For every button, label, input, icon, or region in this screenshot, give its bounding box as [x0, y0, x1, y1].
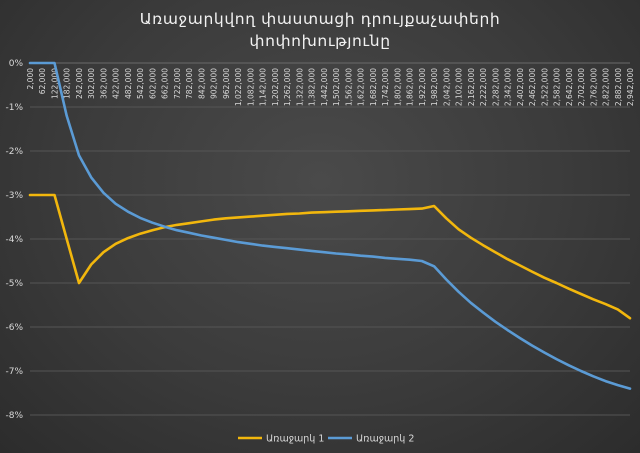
x-tick-label: 1,022,000	[234, 68, 243, 106]
x-tick-label: 2,882,000	[614, 68, 623, 106]
y-tick-label: -1%	[5, 103, 23, 113]
y-tick-label: -3%	[5, 191, 23, 201]
x-tick-label: 1,322,000	[295, 68, 304, 106]
x-tick-label: 662,000	[161, 68, 170, 99]
x-tick-label: 602,000	[148, 68, 157, 99]
legend-label-1: Առաջարկ 1	[266, 434, 324, 445]
legend-label-2: Առաջարկ 2	[356, 434, 414, 445]
x-tick-label: 2,582,000	[553, 68, 562, 106]
x-tick-label: 1,202,000	[271, 68, 280, 106]
x-tick-label: 902,000	[210, 68, 219, 99]
x-tick-label: 2,702,000	[577, 68, 586, 106]
x-tick-label: 2,162,000	[467, 68, 476, 106]
x-tick-label: 1,682,000	[369, 68, 378, 106]
x-tick-label: 2,282,000	[491, 68, 500, 106]
x-tick-label: 2,942,000	[626, 68, 635, 106]
x-tick-label: 842,000	[197, 68, 206, 99]
series-lines	[28, 61, 632, 390]
x-tick-label: 1,142,000	[259, 68, 268, 106]
x-tick-label: 1,262,000	[283, 68, 292, 106]
x-tick-label: 122,000	[50, 68, 59, 99]
x-tick-label: 2,222,000	[479, 68, 488, 106]
x-tick-label: 1,742,000	[381, 68, 390, 106]
x-tick-label: 62,000	[38, 68, 47, 94]
y-tick-label: -8%	[5, 411, 23, 421]
x-tick-label: 182,000	[63, 68, 72, 99]
chart-title-line-2: փոփոխությունը	[249, 32, 391, 50]
x-tick-label: 782,000	[185, 68, 194, 99]
x-tick-label: 1,442,000	[320, 68, 329, 106]
chart-title: Առաջարկվող փաստացի դրույքաչափերի փոփոխու…	[0, 8, 640, 52]
legend: Առաջարկ 1 Առաջարկ 2	[238, 434, 414, 445]
x-tick-label: 482,000	[124, 68, 133, 99]
y-axis-ticks: 0% -1% -2% -3% -4% -5% -6% -7% -8%	[5, 59, 23, 421]
y-tick-label: -6%	[5, 323, 23, 333]
x-tick-label: 722,000	[173, 68, 182, 99]
x-tick-label: 1,862,000	[406, 68, 415, 106]
x-tick-label: 2,000	[26, 68, 35, 90]
x-tick-label: 2,342,000	[504, 68, 513, 106]
x-tick-label: 1,382,000	[308, 68, 317, 106]
gridlines	[30, 62, 630, 416]
x-tick-label: 362,000	[99, 68, 108, 99]
y-tick-label: -4%	[5, 235, 23, 245]
x-tick-label: 242,000	[75, 68, 84, 99]
x-axis-ticks: 2,000 62,000 122,000 182,000 242,000 302,000 3…	[26, 68, 635, 106]
series-line-1	[28, 193, 632, 320]
x-tick-label: 2,042,000	[442, 68, 451, 106]
chart-title-line-1: Առաջարկվող փաստացի դրույքաչափերի	[139, 10, 501, 28]
y-tick-label: 0%	[9, 59, 24, 69]
y-tick-label: -2%	[5, 147, 23, 157]
y-tick-label: -7%	[5, 367, 23, 377]
x-tick-label: 2,522,000	[540, 68, 549, 106]
x-tick-label: 962,000	[222, 68, 231, 99]
x-tick-label: 1,802,000	[393, 68, 402, 106]
x-tick-label: 2,762,000	[589, 68, 598, 106]
x-tick-label: 2,822,000	[602, 68, 611, 106]
x-tick-label: 1,982,000	[430, 68, 439, 106]
x-tick-label: 1,082,000	[246, 68, 255, 106]
x-tick-label: 1,922,000	[418, 68, 427, 106]
x-tick-label: 1,562,000	[344, 68, 353, 106]
x-tick-label: 302,000	[87, 68, 96, 99]
x-tick-label: 2,642,000	[565, 68, 574, 106]
x-tick-label: 2,402,000	[516, 68, 525, 106]
series-line-2	[28, 61, 632, 390]
x-tick-label: 1,502,000	[332, 68, 341, 106]
y-tick-label: -5%	[5, 279, 23, 289]
x-tick-label: 542,000	[136, 68, 145, 99]
x-tick-label: 1,622,000	[357, 68, 366, 106]
x-tick-label: 422,000	[112, 68, 121, 99]
x-tick-label: 2,102,000	[455, 68, 464, 106]
x-tick-label: 2,462,000	[528, 68, 537, 106]
